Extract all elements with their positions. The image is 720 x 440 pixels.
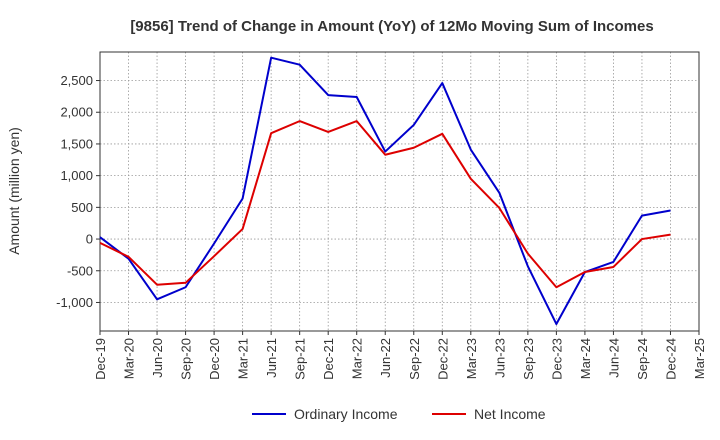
plot-frame bbox=[99, 51, 700, 332]
x-tick-label: Sep-22 bbox=[407, 338, 422, 380]
y-tick-label: -1,000 bbox=[56, 295, 93, 310]
y-tick-label: 500 bbox=[71, 200, 93, 215]
x-tick-label: Jun-21 bbox=[264, 338, 279, 378]
legend-label: Net Income bbox=[474, 406, 546, 422]
x-tick-label: Mar-22 bbox=[350, 338, 365, 379]
legend-label: Ordinary Income bbox=[294, 406, 398, 422]
y-tick-label: 1,500 bbox=[60, 136, 93, 151]
x-tick-label: Dec-22 bbox=[435, 338, 450, 380]
series-line-net-income bbox=[99, 120, 671, 289]
x-tick-label: Mar-25 bbox=[692, 338, 707, 379]
x-tick-label: Mar-21 bbox=[236, 338, 251, 379]
y-axis-label: Amount (million yen) bbox=[6, 127, 22, 255]
y-axis-ticks: -1,000 -500 0 500 1,000 1,500 2,000 2,500 bbox=[56, 73, 100, 310]
x-tick-label: Mar-20 bbox=[122, 338, 137, 379]
x-tick-label: Dec-21 bbox=[321, 338, 336, 380]
x-tick-label: Dec-20 bbox=[207, 338, 222, 380]
x-tick-label: Jun-20 bbox=[150, 338, 165, 378]
x-tick-label: Dec-23 bbox=[549, 338, 564, 380]
x-tick-label: Sep-24 bbox=[635, 338, 650, 380]
x-tick-label: Sep-23 bbox=[521, 338, 536, 380]
x-axis-ticks: Dec-19 Mar-20 Jun-20 Sep-20 Dec-20 Mar-21 Jun-… bbox=[93, 331, 707, 380]
grid bbox=[100, 52, 699, 331]
y-tick-label: -500 bbox=[67, 263, 93, 278]
x-tick-label: Jun-23 bbox=[492, 338, 507, 378]
x-tick-label: Jun-24 bbox=[606, 338, 621, 378]
x-tick-label: Mar-24 bbox=[578, 338, 593, 379]
y-tick-label: 0 bbox=[86, 232, 93, 247]
x-tick-label: Sep-20 bbox=[179, 338, 194, 380]
y-tick-label: 1,000 bbox=[60, 168, 93, 183]
x-tick-label: Sep-21 bbox=[293, 338, 308, 380]
x-tick-label: Dec-24 bbox=[663, 338, 678, 380]
y-tick-label: 2,000 bbox=[60, 105, 93, 120]
chart-title: [9856] Trend of Change in Amount (YoY) o… bbox=[130, 18, 653, 35]
series-lines bbox=[99, 56, 671, 326]
legend: Ordinary Income Net Income bbox=[252, 406, 546, 422]
x-tick-label: Dec-19 bbox=[93, 338, 108, 380]
x-tick-label: Mar-23 bbox=[464, 338, 479, 379]
y-tick-label: 2,500 bbox=[60, 73, 93, 88]
x-tick-label: Jun-22 bbox=[378, 338, 393, 378]
